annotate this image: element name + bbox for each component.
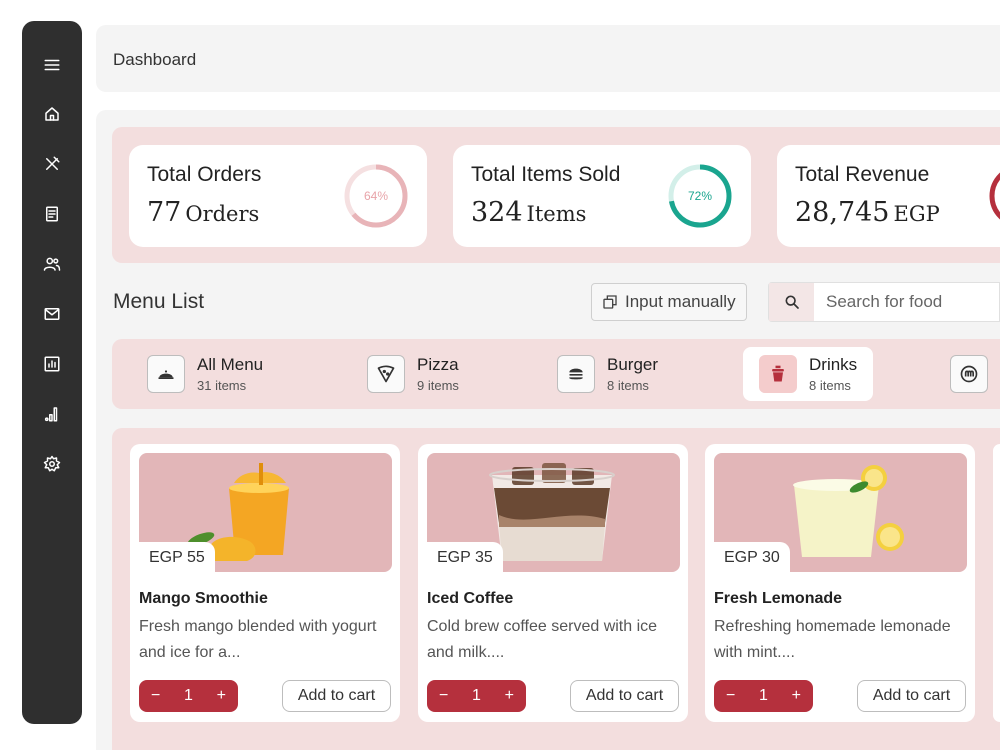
- main-panel: Total Orders 77 Orders 64% Total Items So…: [96, 110, 1000, 750]
- stat-value: 28,745 EGP: [795, 197, 940, 228]
- report-chart-icon[interactable]: [42, 354, 62, 374]
- stat-card-total-orders: Total Orders 77 Orders 64%: [129, 145, 427, 247]
- stat-unit: Items: [526, 202, 587, 226]
- mail-icon[interactable]: [42, 304, 62, 324]
- quantity-value: 1: [759, 687, 768, 704]
- stat-number: 324: [471, 197, 523, 228]
- stat-card-total-items-sold: Total Items Sold 324 Items 72%: [453, 145, 751, 247]
- category-strip: All Menu 31 items Pizza 9 items Burger 8 it…: [112, 339, 1000, 409]
- category-pizza[interactable]: Pizza 9 items: [367, 347, 459, 401]
- progress-percent: 72%: [687, 189, 713, 203]
- sidebar: [22, 21, 82, 724]
- stat-label: Total Revenue: [795, 163, 930, 186]
- top-header: Dashboard: [96, 25, 1000, 92]
- lemonade-image: [793, 465, 904, 557]
- product-name: Fresh Lemonade: [714, 590, 843, 607]
- decrement-button[interactable]: −: [726, 687, 736, 704]
- quantity-value: 1: [184, 687, 193, 704]
- category-drinks[interactable]: Drinks 8 items: [743, 347, 874, 401]
- page-title: Dashboard: [113, 50, 197, 69]
- input-manually-label: Input manually: [625, 292, 736, 311]
- settings-gear-icon[interactable]: [42, 454, 62, 474]
- category-name: Drinks: [809, 355, 858, 374]
- stat-unit: Orders: [185, 202, 260, 226]
- increment-button[interactable]: +: [791, 687, 801, 704]
- stat-label: Total Items Sold: [471, 163, 621, 186]
- increment-button[interactable]: +: [216, 687, 226, 704]
- stat-number: 77: [147, 197, 182, 228]
- home-icon[interactable]: [42, 104, 62, 124]
- product-description: Cold brew coffee served with ice and mil…: [427, 618, 658, 661]
- users-icon[interactable]: [42, 254, 62, 274]
- menu-icon[interactable]: [42, 55, 62, 75]
- quantity-value: 1: [472, 687, 481, 704]
- stat-value: 324 Items: [471, 197, 586, 228]
- product-grid: EGP 55 Mango Smoothie Fresh mango blende…: [112, 428, 1000, 750]
- menu-list-title: Menu List: [113, 290, 205, 313]
- quantity-stepper: − 1 +: [139, 680, 238, 712]
- mango-smoothie-image: [187, 463, 289, 561]
- product-description: Refreshing homemade lemonade with mint..…: [714, 618, 951, 661]
- stats-strip: Total Orders 77 Orders 64% Total Items So…: [112, 127, 1000, 263]
- progress-ring: [989, 172, 1000, 220]
- dish-cover-icon: [147, 355, 185, 393]
- stat-card-total-revenue: Total Revenue 28,745 EGP: [777, 145, 1000, 247]
- iced-coffee-image: [489, 463, 615, 561]
- product-image: [427, 453, 680, 572]
- category-count: 8 items: [607, 378, 649, 393]
- decrement-button[interactable]: −: [439, 687, 449, 704]
- product-card-iced-coffee: EGP 35 Iced Coffee Cold brew coffee serv…: [418, 444, 688, 722]
- category-count: 9 items: [417, 378, 459, 393]
- stat-label: Total Orders: [147, 163, 262, 186]
- category-name: All Menu: [197, 355, 264, 374]
- product-name: Iced Coffee: [427, 590, 514, 607]
- add-to-cart-button[interactable]: Add to cart: [857, 680, 966, 712]
- category-name: Pizza: [417, 355, 459, 374]
- noodles-icon: [950, 355, 988, 393]
- price-tag: EGP 35: [427, 542, 503, 574]
- receipt-icon[interactable]: [42, 204, 62, 224]
- product-image: [714, 453, 967, 572]
- quantity-stepper: − 1 +: [427, 680, 526, 712]
- search-input[interactable]: [814, 283, 999, 321]
- pizza-icon: [367, 355, 405, 393]
- product-name: Mango Smoothie: [139, 590, 268, 607]
- category-count: 31 items: [197, 378, 247, 393]
- input-manually-button[interactable]: Input manually: [591, 283, 747, 321]
- category-burger[interactable]: Burger 8 items: [557, 347, 658, 401]
- burger-icon: [557, 355, 595, 393]
- product-card-partial: [993, 444, 1000, 722]
- decrement-button[interactable]: −: [151, 687, 161, 704]
- copy-icon: [603, 295, 617, 309]
- category-count: 8 items: [809, 378, 851, 393]
- progress-ring: [344, 164, 408, 228]
- category-all-menu[interactable]: All Menu 31 items: [147, 347, 263, 401]
- product-card-fresh-lemonade: EGP 30 Fresh Lemonade Refreshing homemad…: [705, 444, 975, 722]
- price-tag: EGP 30: [714, 542, 790, 574]
- stat-value: 77 Orders: [147, 197, 259, 228]
- category-name: Burger: [607, 355, 659, 374]
- increment-button[interactable]: +: [504, 687, 514, 704]
- add-to-cart-button[interactable]: Add to cart: [570, 680, 679, 712]
- price-tag: EGP 55: [139, 542, 215, 574]
- progress-percent: 64%: [363, 189, 389, 203]
- quantity-stepper: − 1 +: [714, 680, 813, 712]
- product-card-mango-smoothie: EGP 55 Mango Smoothie Fresh mango blende…: [130, 444, 400, 722]
- progress-ring: [668, 164, 732, 228]
- stat-unit: EGP: [893, 202, 940, 226]
- add-to-cart-button[interactable]: Add to cart: [282, 680, 391, 712]
- search-box: [768, 282, 1000, 322]
- stat-number: 28,745: [795, 197, 890, 228]
- search-icon[interactable]: [769, 283, 814, 321]
- drink-cup-icon: [759, 355, 797, 393]
- category-noodles[interactable]: [950, 347, 988, 401]
- utensils-icon[interactable]: [42, 154, 62, 174]
- analytics-icon[interactable]: [42, 404, 62, 424]
- product-description: Fresh mango blended with yogurt and ice …: [139, 618, 377, 661]
